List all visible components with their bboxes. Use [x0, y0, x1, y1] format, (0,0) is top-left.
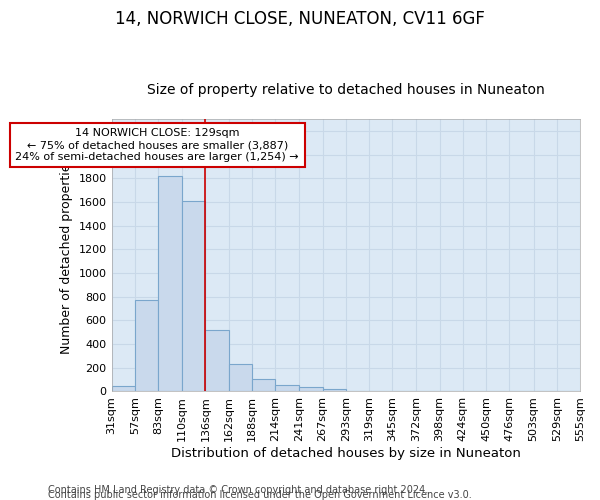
Bar	[112, 386, 135, 392]
Bar	[299, 386, 323, 392]
Text: Contains HM Land Registry data © Crown copyright and database right 2024.: Contains HM Land Registry data © Crown c…	[48, 485, 428, 495]
Text: Contains public sector information licensed under the Open Government Licence v3: Contains public sector information licen…	[48, 490, 472, 500]
Text: 14, NORWICH CLOSE, NUNEATON, CV11 6GF: 14, NORWICH CLOSE, NUNEATON, CV11 6GF	[115, 10, 485, 28]
Bar	[158, 176, 182, 392]
Bar	[346, 391, 369, 392]
Bar	[323, 389, 346, 392]
Bar	[182, 200, 205, 392]
Bar	[252, 379, 275, 392]
Bar	[275, 385, 299, 392]
X-axis label: Distribution of detached houses by size in Nuneaton: Distribution of detached houses by size …	[171, 447, 521, 460]
Bar	[229, 364, 252, 392]
Text: 14 NORWICH CLOSE: 129sqm
← 75% of detached houses are smaller (3,887)
24% of sem: 14 NORWICH CLOSE: 129sqm ← 75% of detach…	[16, 128, 299, 162]
Bar	[135, 300, 158, 392]
Y-axis label: Number of detached properties: Number of detached properties	[60, 156, 73, 354]
Bar	[205, 330, 229, 392]
Title: Size of property relative to detached houses in Nuneaton: Size of property relative to detached ho…	[147, 83, 545, 97]
